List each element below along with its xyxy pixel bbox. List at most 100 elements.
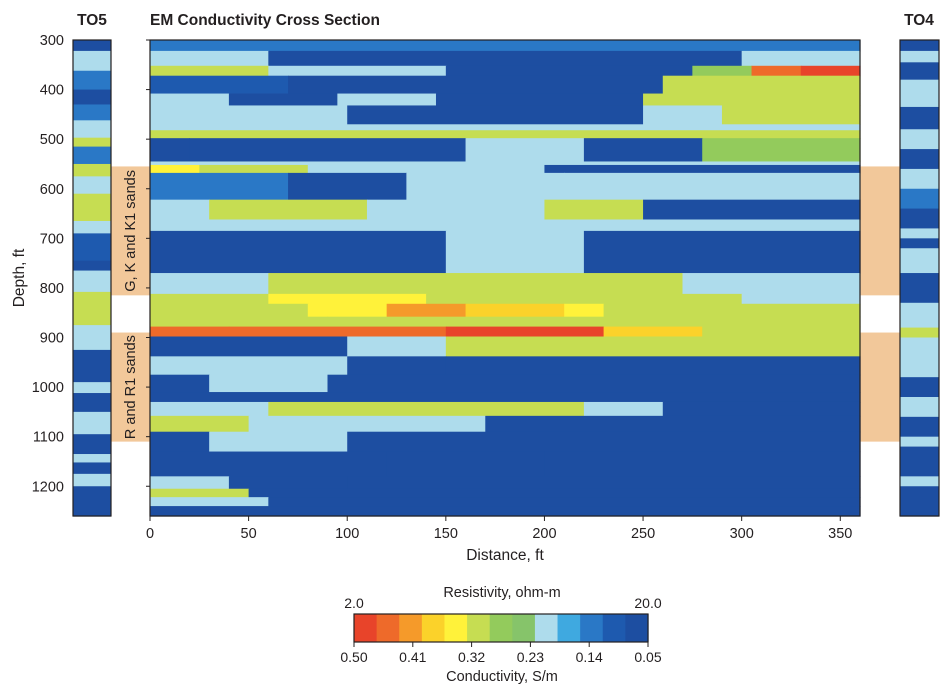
heatmap-cell: [307, 164, 546, 174]
y-tick-label: 300: [40, 33, 64, 49]
well-log-band: [73, 260, 111, 272]
heatmap-cell: [150, 161, 861, 166]
well-log-band: [73, 393, 111, 413]
heatmap-cell: [327, 316, 644, 328]
colorbar-swatch: [580, 614, 604, 642]
heatmap-cell: [150, 230, 447, 274]
heatmap-cell: [465, 138, 585, 163]
heatmap-cell: [426, 293, 743, 305]
heatmap-cell: [268, 50, 743, 67]
heatmap-cell: [150, 451, 388, 477]
well-log-band: [73, 120, 111, 139]
well-log-band: [73, 270, 111, 293]
heatmap-cell: [268, 401, 585, 417]
y-tick-label: 1100: [33, 430, 64, 446]
heatmap-cell: [643, 199, 861, 221]
heatmap-cell: [643, 93, 861, 107]
heatmap-cell: [150, 506, 861, 517]
resistivity-title: Resistivity, ohm-m: [443, 585, 560, 601]
heatmap-cell: [583, 401, 664, 417]
heatmap-cell: [662, 401, 861, 417]
heatmap-cell: [150, 138, 191, 163]
heatmap-cell: [228, 326, 447, 338]
heatmap-cell: [150, 431, 210, 453]
sand-zones: G, K and K1 sands R and R1 sands: [111, 166, 900, 442]
heatmap-cell: [347, 105, 644, 125]
heatmap-cell: [583, 138, 703, 163]
well-log-band: [900, 397, 939, 418]
heatmap-cell: [603, 303, 861, 318]
well-log-left: [73, 40, 111, 517]
well-log-band: [900, 377, 939, 398]
colorbar-frame: [353, 613, 649, 643]
heatmap-cell: [228, 93, 338, 107]
heatmap-cell: [268, 65, 447, 77]
heatmap-cell: [445, 336, 723, 357]
heatmap-cell: [386, 219, 565, 232]
colorbar-tick-label: 0.50: [340, 649, 367, 665]
well-log-band: [900, 273, 939, 304]
y-tick-label: 400: [40, 83, 64, 99]
heatmap-cell: [692, 65, 753, 77]
well-right-name: TO4: [904, 12, 934, 29]
axes: 300 400 500 600 700 800 900 1000 1100 1200 0 50 100 1…: [32, 33, 853, 542]
well-log-band: [73, 486, 111, 517]
heatmap-cell: [445, 356, 861, 376]
well-log-band: [73, 176, 111, 195]
colorbar: Resistivity, ohm-m 2.0 20.0 0.50 0.41 0.32…: [340, 585, 661, 685]
resistivity-max-label: 20.0: [634, 595, 661, 611]
heatmap-cell: [150, 50, 269, 67]
heatmap-cell: [150, 356, 348, 376]
heatmap-cell: [268, 497, 861, 507]
heatmap-cell: [564, 172, 861, 201]
well-log-band: [73, 462, 111, 475]
sand-zone-label: G, K and K1 sands: [123, 170, 139, 292]
well-log-band: [73, 434, 111, 455]
heatmap-cell: [445, 65, 693, 77]
colorbar-tick-label: 0.41: [399, 649, 426, 665]
well-log-band: [900, 446, 939, 477]
sand-zone-label: R and R1 sands: [123, 335, 139, 439]
well-log-band: [900, 436, 939, 448]
heatmap-cell: [150, 497, 269, 507]
heatmap-cell: [445, 326, 605, 338]
heatmap-cell: [445, 230, 546, 274]
x-tick-label: 200: [532, 526, 556, 542]
colorbar-swatch: [376, 614, 400, 642]
well-log-band: [73, 193, 111, 222]
heatmap-cell: [150, 219, 388, 232]
heatmap-cell: [307, 303, 388, 318]
well-log-band: [73, 146, 111, 165]
heatmap-cell: [406, 172, 565, 201]
well-log-band: [73, 89, 111, 106]
heatmap-cell: [150, 336, 348, 357]
well-log-band: [73, 411, 111, 435]
y-axis-label: Depth, ft: [11, 248, 28, 307]
x-tick-label: 100: [335, 526, 359, 542]
heatmap-cell: [150, 488, 250, 498]
well-log-band: [900, 238, 939, 249]
well-log-band: [900, 337, 939, 378]
heatmap-cell: [544, 199, 644, 221]
well-log-band: [900, 208, 939, 230]
well-log-band: [73, 163, 111, 177]
resistivity-min-label: 2.0: [344, 595, 364, 611]
well-log-band: [900, 79, 939, 108]
heatmap-cell: [544, 451, 861, 477]
heatmap-cell: [583, 230, 861, 274]
heatmap-cell: [150, 303, 309, 318]
sand-zone-left: [111, 332, 150, 442]
colorbar-swatch: [557, 614, 581, 642]
well-log-band: [73, 220, 111, 234]
heatmap-cell: [347, 431, 861, 453]
well-log-band: [900, 476, 939, 487]
heatmap-cell: [150, 293, 269, 305]
heatmap-cell: [544, 230, 585, 274]
y-tick-label: 700: [40, 231, 64, 247]
x-tick-label: 150: [434, 526, 458, 542]
colorbar-swatches: [354, 614, 649, 642]
well-log-band: [900, 302, 939, 329]
well-log-band: [900, 50, 939, 63]
heatmap-cell: [150, 164, 200, 174]
